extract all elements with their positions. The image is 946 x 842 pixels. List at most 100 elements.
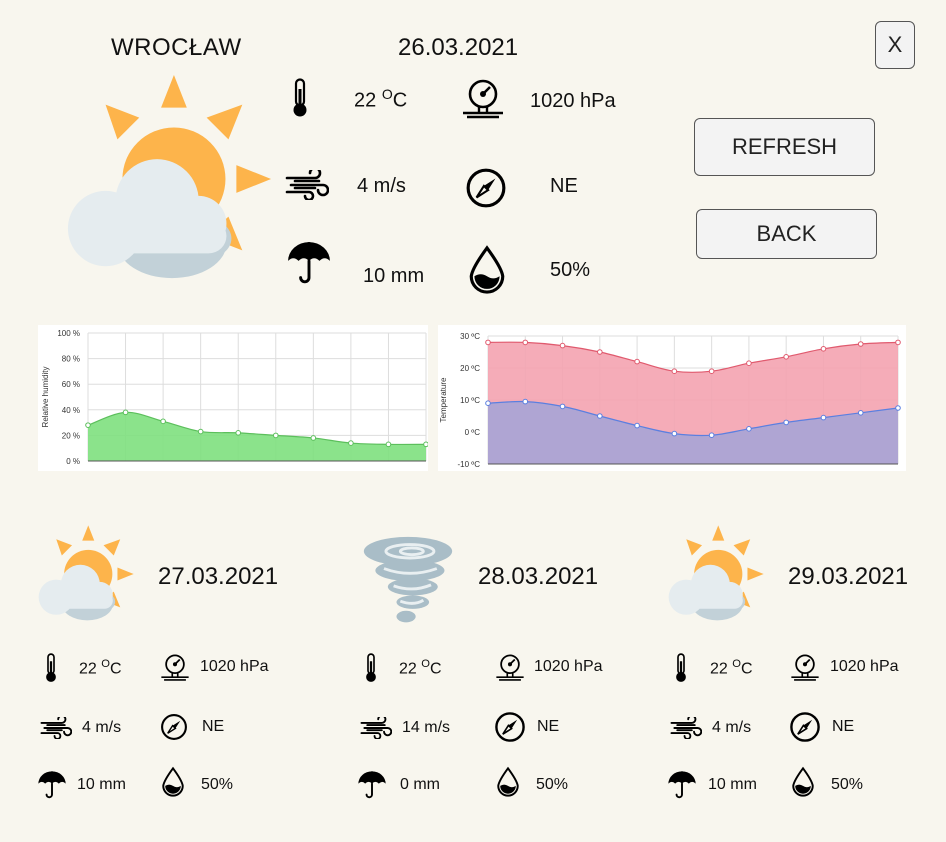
humidity-chart-svg: 100 % 80 % 60 % 40 % 20 % 0 % Relative humidit… <box>41 329 429 466</box>
forecast-pressure: 1020 hPa <box>830 658 899 675</box>
y-tick-label: 0 ºC <box>465 428 481 437</box>
series-area <box>488 401 898 464</box>
data-point <box>708 432 715 438</box>
forecast-pressure: 1020 hPa <box>200 658 269 675</box>
temperature-chart: 30 ºC 20 ºC 10 ºC 0 ºC -10 ºC Temperature <box>438 325 906 471</box>
y-tick-label: 20 % <box>62 431 80 440</box>
umbrella-icon <box>357 770 387 800</box>
forecast-pressure: 1020 hPa <box>534 658 603 675</box>
forecast-wind: 4 m/s <box>82 719 122 736</box>
data-point <box>310 435 317 441</box>
current-date: 26.03.2021 <box>398 34 519 61</box>
forecast-temperature: 22 OC <box>79 658 122 678</box>
series-line <box>87 411 427 446</box>
wind-icon <box>670 717 702 739</box>
forecast-rain: 0 mm <box>400 776 440 793</box>
data-point <box>272 432 279 439</box>
forecast-direction: NE <box>202 718 225 735</box>
current-wind: 4 m/s <box>357 175 406 197</box>
y-tick-label: 0 % <box>66 457 80 466</box>
current-temperature: 22 OC <box>354 86 408 112</box>
data-point <box>385 441 392 448</box>
pressure-gauge-icon <box>495 652 525 682</box>
y-tick-label: 40 % <box>62 406 80 415</box>
sun-cloud-icon <box>34 523 136 625</box>
current-direction: NE <box>550 175 578 197</box>
data-point <box>634 358 640 365</box>
forecast-temperature: 22 OC <box>399 658 442 678</box>
temperature-chart-svg: 30 ºC 20 ºC 10 ºC 0 ºC -10 ºC Temperature <box>439 332 901 469</box>
data-point <box>85 422 91 428</box>
data-point <box>423 441 429 448</box>
wind-icon <box>285 170 329 200</box>
y-tick-label: 60 % <box>62 380 80 389</box>
data-point <box>522 339 529 346</box>
data-point <box>197 428 204 435</box>
forecast-rain: 10 mm <box>77 776 126 793</box>
forecast-temperature: 22 OC <box>710 658 753 678</box>
forecast-date: 28.03.2021 <box>478 563 599 590</box>
data-point <box>671 430 678 437</box>
data-point <box>783 419 789 426</box>
forecast-direction: NE <box>832 718 855 735</box>
y-tick-label: 10 ºC <box>460 396 480 405</box>
compass-icon <box>160 713 188 741</box>
humidity-drop-icon <box>466 244 508 296</box>
data-point <box>559 342 566 349</box>
back-button[interactable]: BACK <box>696 209 877 259</box>
y-axis-label: Temperature <box>439 377 448 422</box>
data-point <box>857 341 864 347</box>
data-point <box>485 400 491 406</box>
city-name: WROCŁAW <box>111 34 242 61</box>
data-point <box>559 403 566 410</box>
wind-icon <box>40 717 72 739</box>
forecast-humidity: 50% <box>831 776 864 793</box>
forecast-humidity: 50% <box>201 776 234 793</box>
tornado-icon <box>360 532 456 632</box>
series-line <box>487 400 899 437</box>
data-point <box>485 339 491 346</box>
compass-icon <box>789 711 821 743</box>
pressure-gauge-icon <box>160 652 190 682</box>
forecast-direction: NE <box>537 718 560 735</box>
refresh-button[interactable]: REFRESH <box>694 118 875 176</box>
current-humidity: 50% <box>550 259 591 281</box>
data-point <box>597 413 603 419</box>
data-point <box>122 409 129 416</box>
pressure-gauge-icon <box>461 74 505 122</box>
umbrella-icon <box>37 770 67 800</box>
series-area <box>88 412 426 461</box>
close-button[interactable]: X <box>875 21 915 69</box>
data-point <box>820 346 827 352</box>
forecast-rain: 10 mm <box>708 776 757 793</box>
umbrella-icon <box>667 770 697 800</box>
humidity-drop-icon <box>790 766 816 798</box>
sun-cloud-icon <box>664 523 766 625</box>
y-tick-label: 100 % <box>57 329 80 338</box>
y-tick-label: 20 ºC <box>460 364 480 373</box>
data-point <box>783 354 789 360</box>
data-point <box>746 360 752 367</box>
data-point <box>820 414 827 421</box>
umbrella-icon <box>286 240 332 286</box>
current-rain: 10 mm <box>363 265 425 287</box>
forecast-humidity: 50% <box>536 776 569 793</box>
data-point <box>708 368 715 375</box>
data-point <box>671 368 678 375</box>
compass-icon <box>465 167 507 209</box>
humidity-drop-icon <box>495 766 521 798</box>
thermometer-icon <box>672 651 690 685</box>
y-tick-label: 80 % <box>62 355 80 364</box>
y-axis-label: Relative humidity <box>41 367 50 428</box>
y-tick-label: -10 ºC <box>458 460 481 469</box>
sun-cloud-icon <box>58 70 276 288</box>
data-point <box>597 349 603 355</box>
data-point <box>857 410 864 416</box>
data-point <box>634 422 640 429</box>
y-tick-label: 30 ºC <box>460 332 480 341</box>
current-pressure: 1020 hPa <box>530 90 616 112</box>
humidity-drop-icon <box>160 766 186 798</box>
data-point <box>235 430 242 436</box>
forecast-wind: 4 m/s <box>712 719 752 736</box>
wind-icon <box>360 717 392 739</box>
